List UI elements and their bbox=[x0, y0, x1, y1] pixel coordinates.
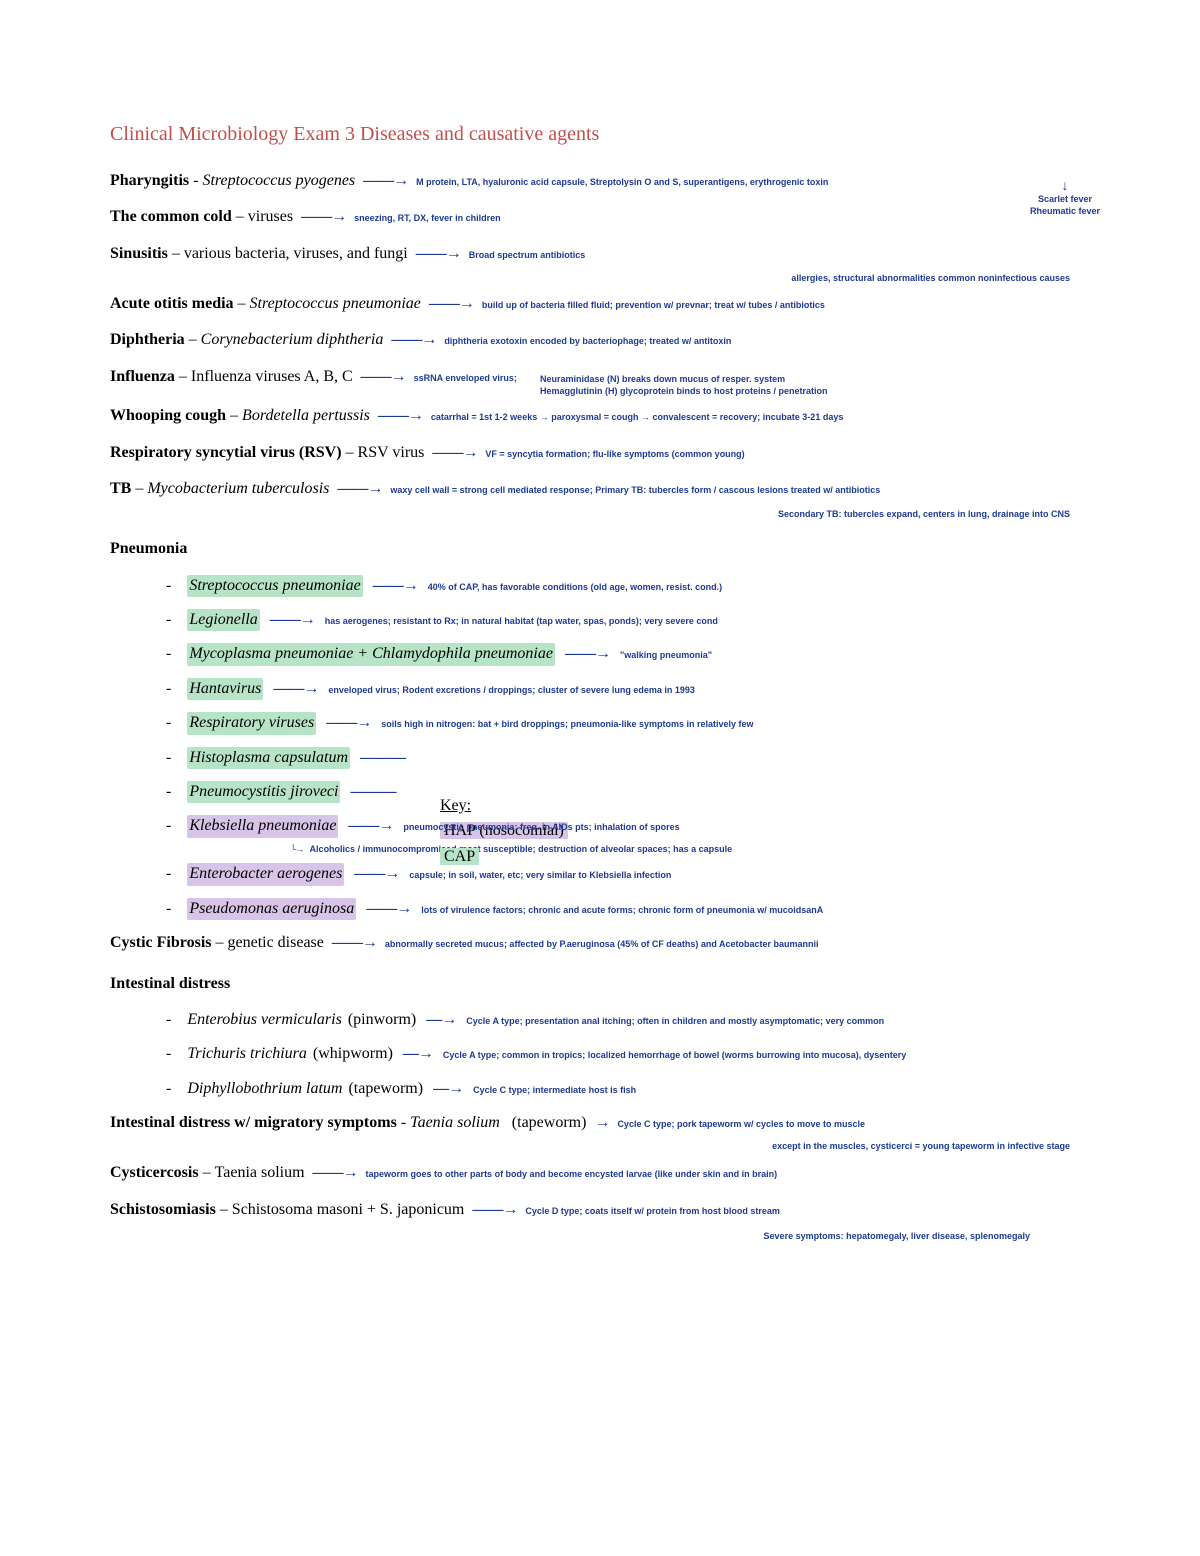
arrow-icon: ——→ bbox=[416, 243, 461, 265]
arrow-icon: ——→ bbox=[337, 478, 382, 500]
pneumonia-heading: Pneumonia bbox=[110, 538, 1090, 560]
entry-note2: allergies, structural abnormalities comm… bbox=[110, 273, 1090, 285]
pneumonia-item: -Enterobacter aerogenes——→capsule; in so… bbox=[166, 863, 1090, 885]
arrow-icon: ——— bbox=[360, 747, 405, 769]
pneumonia-item: -Klebsiella pneumoniae——→pneumocystic pn… bbox=[166, 815, 1090, 837]
entry-row: Respiratory syncytial virus (RSV) – RSV … bbox=[110, 442, 1090, 464]
pneumonia-item: -Histoplasma capsulatum——— bbox=[166, 747, 1090, 769]
entry-row: TB – Mycobacterium tuberculosis——→waxy c… bbox=[110, 478, 1090, 500]
intestinal-heading: Intestinal distress bbox=[110, 973, 1090, 995]
schisto-note2: Severe symptoms: hepatomegaly, liver dis… bbox=[110, 1231, 1090, 1243]
side-fever-note: ↓ Scarlet fever Rheumatic fever bbox=[1030, 176, 1100, 218]
intestinal-item: -Trichuris trichiura (whipworm)—→Cycle A… bbox=[166, 1043, 1090, 1065]
arrow-icon: ——→ bbox=[270, 609, 315, 631]
arrow-icon: ——→ bbox=[301, 206, 346, 228]
pneumonia-item: -Streptococcus pneumoniae——→40% of CAP, … bbox=[166, 575, 1090, 597]
pneumonia-note2: └→ Alcoholics / immunocompromised most s… bbox=[286, 844, 1090, 856]
arrow-icon: → bbox=[594, 1112, 609, 1134]
pneumonia-item: -Pneumocystitis jiroveci——— bbox=[166, 781, 1090, 803]
entry-note-extra: Neuraminidase (N) breaks down mucus of r… bbox=[540, 374, 1090, 397]
arrow-icon: ——→ bbox=[565, 643, 610, 665]
page-title: Clinical Microbiology Exam 3 Diseases an… bbox=[110, 120, 1090, 148]
pneumonia-item: -Hantavirus——→enveloped virus; Rodent ex… bbox=[166, 678, 1090, 700]
entry-cystic-fibrosis: Cystic Fibrosis – genetic disease ——→ ab… bbox=[110, 932, 1090, 954]
entry-row: Pharyngitis - Streptococcus pyogenes——→M… bbox=[110, 170, 1090, 192]
arrow-icon: ——→ bbox=[326, 712, 371, 734]
arrow-icon: ——→ bbox=[472, 1199, 517, 1221]
arrow-icon: ——→ bbox=[373, 575, 418, 597]
arrow-icon: ——— bbox=[350, 781, 395, 803]
arrow-icon: ——→ bbox=[429, 293, 474, 315]
arrow-icon: ——→ bbox=[432, 442, 477, 464]
pneumonia-item: -Legionella——→has aerogenes; resistant t… bbox=[166, 609, 1090, 631]
arrow-icon: ——→ bbox=[361, 366, 406, 388]
arrow-icon: ——→ bbox=[273, 678, 318, 700]
arrow-icon: ——→ bbox=[363, 170, 408, 192]
entry-schisto: Schistosomiasis – Schistosoma masoni + S… bbox=[110, 1199, 1090, 1221]
migratory-note2: except in the muscles, cysticerci = youn… bbox=[110, 1141, 1090, 1153]
arrow-icon: —→ bbox=[426, 1009, 456, 1031]
entry-row: Whooping cough – Bordetella pertussis——→… bbox=[110, 405, 1090, 427]
arrow-icon: ——→ bbox=[354, 863, 399, 885]
pneumonia-item: -Respiratory viruses——→soils high in nit… bbox=[166, 712, 1090, 734]
arrow-icon: ——→ bbox=[348, 815, 393, 837]
entry-note2: Secondary TB: tubercles expand, centers … bbox=[110, 509, 1090, 521]
entry-cysticercosis: Cysticercosis – Taenia solium ——→ tapewo… bbox=[110, 1162, 1090, 1184]
intestinal-item: -Diphyllobothrium latum (tapeworm)—→Cycl… bbox=[166, 1078, 1090, 1100]
arrow-icon: —→ bbox=[403, 1043, 433, 1065]
arrow-icon: ——→ bbox=[378, 405, 423, 427]
pneumonia-item: -Mycoplasma pneumoniae + Chlamydophila p… bbox=[166, 643, 1090, 665]
arrow-icon: —→ bbox=[433, 1078, 463, 1100]
arrow-icon: ——→ bbox=[313, 1162, 358, 1184]
entry-row: The common cold – viruses——→sneezing, RT… bbox=[110, 206, 1090, 228]
entry-row: Acute otitis media – Streptococcus pneum… bbox=[110, 293, 1090, 315]
entry-row: Diphtheria – Corynebacterium diphtheria—… bbox=[110, 329, 1090, 351]
intestinal-item: -Enterobius vermicularis (pinworm)—→Cycl… bbox=[166, 1009, 1090, 1031]
pneumonia-item: -Pseudomonas aeruginosa——→lots of virule… bbox=[166, 898, 1090, 920]
arrow-icon: ——→ bbox=[366, 898, 411, 920]
entry-row: Sinusitis – various bacteria, viruses, a… bbox=[110, 243, 1090, 265]
arrow-icon: ——→ bbox=[332, 932, 377, 954]
entry-migratory: Intestinal distress w/ migratory symptom… bbox=[110, 1112, 1090, 1134]
arrow-icon: ——→ bbox=[391, 329, 436, 351]
